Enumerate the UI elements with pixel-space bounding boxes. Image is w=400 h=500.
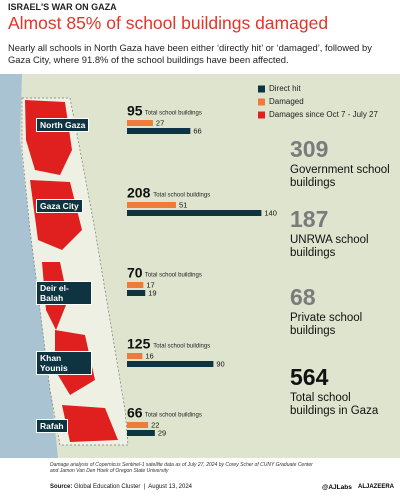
bar-value: 29 xyxy=(158,428,166,437)
title: Almost 85% of school buildings damaged xyxy=(8,13,329,33)
bar xyxy=(127,430,155,436)
bar-value: 51 xyxy=(179,200,187,209)
legend-swatch xyxy=(258,85,265,93)
legend-label: Direct hit xyxy=(269,84,301,93)
region-label: Khan Younis xyxy=(36,351,92,375)
brand: ALJAZEERA xyxy=(358,484,395,490)
kicker: ISRAEL'S WAR ON GAZA xyxy=(8,2,117,12)
bar xyxy=(127,290,146,296)
bar xyxy=(127,202,176,208)
region-label: Deir el-Balah xyxy=(36,281,92,305)
bar-value: 90 xyxy=(216,359,224,368)
bar xyxy=(127,353,143,359)
subtitle: Nearly all schools in North Gaza have be… xyxy=(8,42,372,65)
bar xyxy=(127,128,191,134)
total-label: Total school buildings xyxy=(145,111,202,117)
stat-label: Government school buildings xyxy=(290,164,390,189)
bar-value: 22 xyxy=(151,420,159,429)
bar xyxy=(127,120,153,126)
bar xyxy=(127,422,149,428)
total-value: 70 xyxy=(127,265,143,281)
stat-label: Total school buildings in Gaza xyxy=(290,392,379,417)
stat-value: 309 xyxy=(290,136,329,162)
legend-label: Damages since Oct 7 - July 27 xyxy=(269,110,378,119)
footnote: Damage analysis of Copernicus Sentinel-1… xyxy=(50,462,313,474)
legend-swatch xyxy=(258,111,265,119)
bar-value: 16 xyxy=(145,351,153,360)
stat-value: 564 xyxy=(290,364,329,390)
source: Global Education Cluster xyxy=(74,484,141,490)
bar-value: 17 xyxy=(146,280,154,289)
stat-label: Private school buildings xyxy=(290,312,363,337)
bar xyxy=(127,282,144,288)
legend-label: Damaged xyxy=(269,97,304,106)
stat-value: 187 xyxy=(290,206,329,232)
source-label: Source: xyxy=(50,484,73,490)
stat-label: UNRWA school buildings xyxy=(290,234,369,259)
stat-value: 68 xyxy=(290,284,316,310)
region-label: North Gaza xyxy=(36,118,90,132)
total-label: Total school buildings xyxy=(153,193,210,199)
bar xyxy=(127,210,262,216)
handle: @AJLabs xyxy=(322,484,352,491)
total-value: 208 xyxy=(127,185,151,201)
total-label: Total school buildings xyxy=(145,273,202,279)
total-value: 95 xyxy=(127,103,143,119)
bar-value: 27 xyxy=(156,118,164,127)
total-value: 66 xyxy=(127,405,143,421)
bar-value: 19 xyxy=(148,288,156,297)
total-label: Total school buildings xyxy=(145,413,202,419)
region-label: Rafah xyxy=(36,419,68,433)
legend-swatch xyxy=(258,98,265,106)
bar-value: 66 xyxy=(193,126,201,135)
bar xyxy=(127,361,214,367)
total-label: Total school buildings xyxy=(153,344,210,350)
date: August 13, 2024 xyxy=(148,484,192,490)
bar-value: 140 xyxy=(264,208,277,217)
region-label: Gaza City xyxy=(36,199,83,213)
source-line: Source: Global Education Cluster | Augus… xyxy=(50,484,192,490)
total-value: 125 xyxy=(127,336,151,352)
